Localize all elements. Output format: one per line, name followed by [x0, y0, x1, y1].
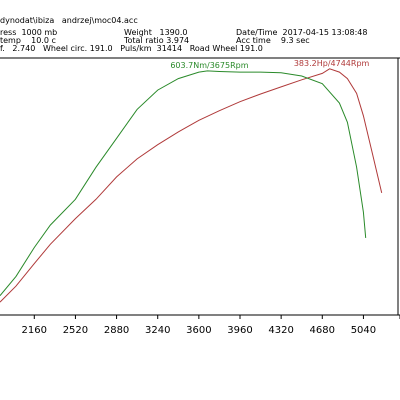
x-tick-label: 5040 — [351, 325, 376, 336]
pressure-info: ress 1000 mb — [0, 28, 58, 37]
power-peak-label: 383.2Hp/4744Rpm — [294, 59, 370, 68]
total-ratio-info: Total ratio 3.974 — [124, 36, 190, 45]
weight-info: Weight 1390.0 — [124, 28, 188, 37]
x-tick-label: 4680 — [310, 325, 335, 336]
gear-wheel-info: f. 2.740 Wheel circ. 191.0 Puls/km 31414… — [0, 44, 263, 53]
torque-curve — [0, 70, 367, 297]
x-tick-label: 3960 — [227, 325, 252, 336]
x-tick-label: 2880 — [104, 325, 129, 336]
x-tick-label: 2160 — [22, 325, 47, 336]
peak-labels: 383.2Hp/4744Rpm 603.7Nm/3675Rpm — [170, 59, 369, 70]
datetime-info: Date/Time 2017-04-15 13:08:48 — [236, 28, 368, 37]
file-path: dynodat\ibiza andrzej\moc04.acc — [0, 16, 138, 25]
torque-peak-label: 603.7Nm/3675Rpm — [170, 61, 248, 70]
x-tick-label: 2520 — [63, 325, 88, 336]
x-tick-label: 3600 — [186, 325, 211, 336]
x-tick-label: 3240 — [145, 325, 170, 336]
temperature-info: temp 10.0 c — [0, 36, 56, 45]
power-curve — [0, 68, 383, 303]
acc-time-info: Acc time 9.3 sec — [236, 36, 310, 45]
series-layer — [0, 68, 383, 303]
x-tick-label: 4320 — [268, 325, 293, 336]
x-ticks: 2160252028803240360039604320468050405 — [22, 315, 400, 336]
